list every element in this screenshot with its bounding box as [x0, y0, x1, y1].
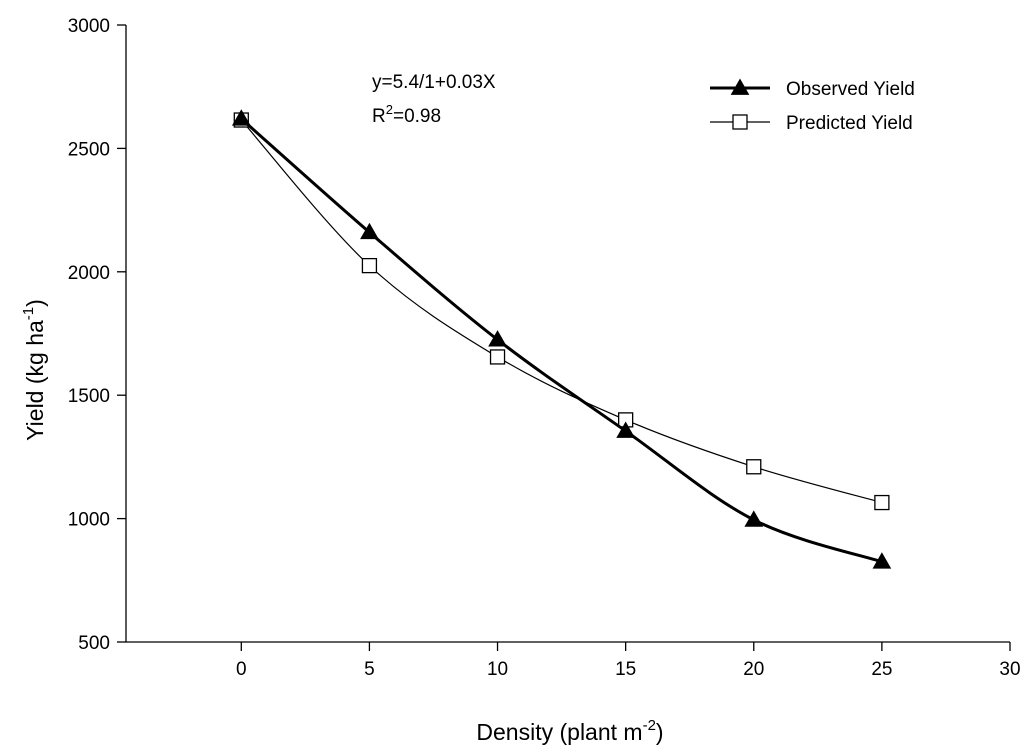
x-tick-label: 0 [236, 659, 247, 680]
data-point-square [361, 257, 378, 274]
series-observed-yield [231, 109, 892, 569]
x-tick-label: 30 [999, 659, 1020, 680]
y-tick-label: 1500 [68, 386, 110, 407]
data-point-square [874, 494, 890, 511]
equation-annotation: y=5.4/1+0.03X [372, 72, 496, 93]
x-tick-label: 25 [871, 659, 892, 680]
data-point-square [746, 459, 762, 475]
data-point-triangle [488, 330, 507, 347]
y-tick-label: 2000 [68, 263, 110, 284]
y-tick-label: 1000 [68, 510, 110, 531]
series-line [240, 117, 883, 564]
y-tick-label: 500 [78, 633, 110, 654]
series-predicted-yield [233, 112, 890, 511]
data-point-square [489, 349, 506, 365]
legend-label: Predicted Yield [786, 113, 913, 134]
series-line [240, 119, 883, 504]
legend-item: Observed Yield [710, 78, 915, 100]
data-point-triangle [616, 421, 636, 438]
x-tick-label: 20 [743, 659, 764, 680]
r2-annotation: R2=0.98 [372, 102, 441, 127]
data-point-triangle [360, 222, 379, 240]
series-layer [231, 109, 892, 569]
legend: Observed Yield Predicted Yield [710, 78, 915, 134]
legend-item: Predicted Yield [710, 113, 913, 134]
x-tick-label: 5 [364, 659, 375, 680]
legend-marker-square [732, 114, 748, 130]
data-point-triangle [872, 552, 892, 569]
data-point-triangle [231, 109, 251, 126]
x-tick-label: 10 [487, 659, 508, 680]
y-axis-title: Yield (kg ha-1) [20, 299, 48, 441]
x-tick-label: 15 [615, 659, 636, 680]
data-point-triangle [744, 510, 764, 527]
axes: 500 1000 1500 2000 2500 3000 0 5 10 15 20 25 30 [68, 16, 1021, 680]
legend-label: Observed Yield [786, 79, 915, 100]
y-tick-label: 2500 [68, 139, 110, 160]
x-axis-title: Density (plant m-2) [476, 717, 663, 745]
legend-marker-triangle [730, 78, 750, 95]
y-tick-label: 3000 [68, 16, 110, 37]
